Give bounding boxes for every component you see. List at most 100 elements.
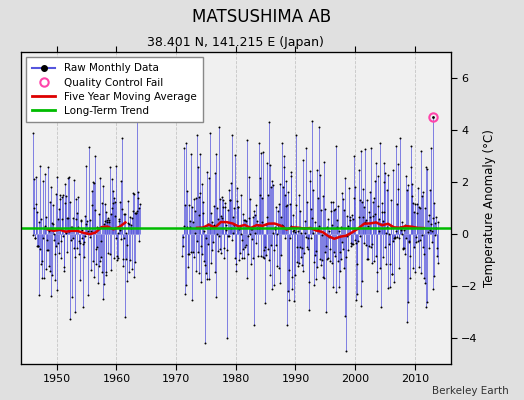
Point [203, 276, 212, 282]
Point [369, 199, 377, 206]
Point [359, 240, 368, 246]
Point [92, 246, 100, 252]
Point [133, 208, 141, 214]
Point [275, 201, 283, 207]
Point [427, 145, 435, 151]
Point [380, 178, 389, 185]
Point [296, 208, 304, 214]
Point [41, 171, 49, 178]
Point [337, 256, 345, 262]
Point [38, 258, 46, 264]
Point [311, 252, 320, 258]
Point [311, 218, 319, 225]
Point [184, 202, 193, 208]
Point [36, 163, 44, 170]
Point [287, 223, 295, 229]
Point [218, 215, 226, 221]
Point [260, 300, 269, 306]
Point [396, 224, 405, 230]
Point [85, 234, 94, 240]
Point [402, 234, 410, 241]
Point [87, 266, 95, 273]
Point [263, 214, 271, 220]
Point [389, 167, 398, 174]
Point [50, 237, 59, 244]
Point [278, 184, 287, 191]
Point [313, 264, 321, 270]
Point [358, 278, 366, 284]
Point [194, 164, 202, 170]
Point [304, 235, 313, 242]
Point [211, 269, 220, 276]
Point [315, 223, 323, 229]
Point [234, 204, 242, 210]
Point [38, 275, 47, 281]
Point [264, 192, 272, 199]
Point [266, 272, 274, 278]
Point [389, 237, 397, 244]
Point [178, 234, 187, 240]
Point [384, 285, 392, 292]
Point [324, 255, 332, 261]
Point [375, 216, 383, 222]
Point [40, 275, 49, 282]
Point [401, 222, 410, 228]
Point [249, 207, 258, 214]
Point [300, 224, 308, 231]
Point [193, 132, 201, 138]
Point [207, 260, 215, 266]
Point [274, 208, 282, 214]
Point [126, 257, 135, 263]
Point [118, 206, 127, 212]
Point [285, 267, 293, 274]
Point [93, 279, 102, 286]
Point [40, 225, 48, 231]
Point [231, 152, 239, 158]
Point [238, 211, 247, 218]
Point [99, 183, 107, 189]
Point [337, 239, 346, 246]
Point [416, 205, 424, 211]
Point [116, 226, 125, 233]
Point [276, 214, 285, 220]
Point [254, 222, 262, 228]
Point [42, 247, 51, 254]
Point [60, 264, 68, 271]
Point [286, 200, 294, 207]
Point [394, 161, 402, 167]
Point [288, 274, 296, 280]
Point [255, 225, 263, 231]
Point [331, 252, 340, 259]
Point [246, 231, 255, 238]
Point [232, 261, 240, 267]
Point [323, 256, 331, 262]
Point [123, 278, 131, 284]
Point [133, 97, 141, 103]
Point [321, 248, 330, 255]
Point [113, 252, 121, 259]
Point [257, 252, 265, 259]
Point [39, 234, 48, 241]
Point [211, 170, 219, 176]
Point [107, 267, 116, 274]
Point [284, 287, 292, 294]
Point [353, 291, 362, 298]
Point [84, 228, 92, 234]
Point [180, 144, 188, 151]
Point [182, 187, 191, 194]
Point [378, 209, 386, 215]
Point [367, 145, 375, 151]
Point [76, 276, 84, 283]
Point [220, 245, 228, 252]
Point [68, 294, 77, 300]
Point [355, 214, 363, 220]
Point [351, 237, 359, 244]
Point [367, 260, 376, 266]
Point [298, 245, 307, 252]
Point [363, 196, 372, 203]
Point [399, 246, 407, 252]
Point [74, 251, 83, 257]
Point [110, 255, 118, 261]
Point [431, 232, 440, 238]
Point [80, 238, 88, 245]
